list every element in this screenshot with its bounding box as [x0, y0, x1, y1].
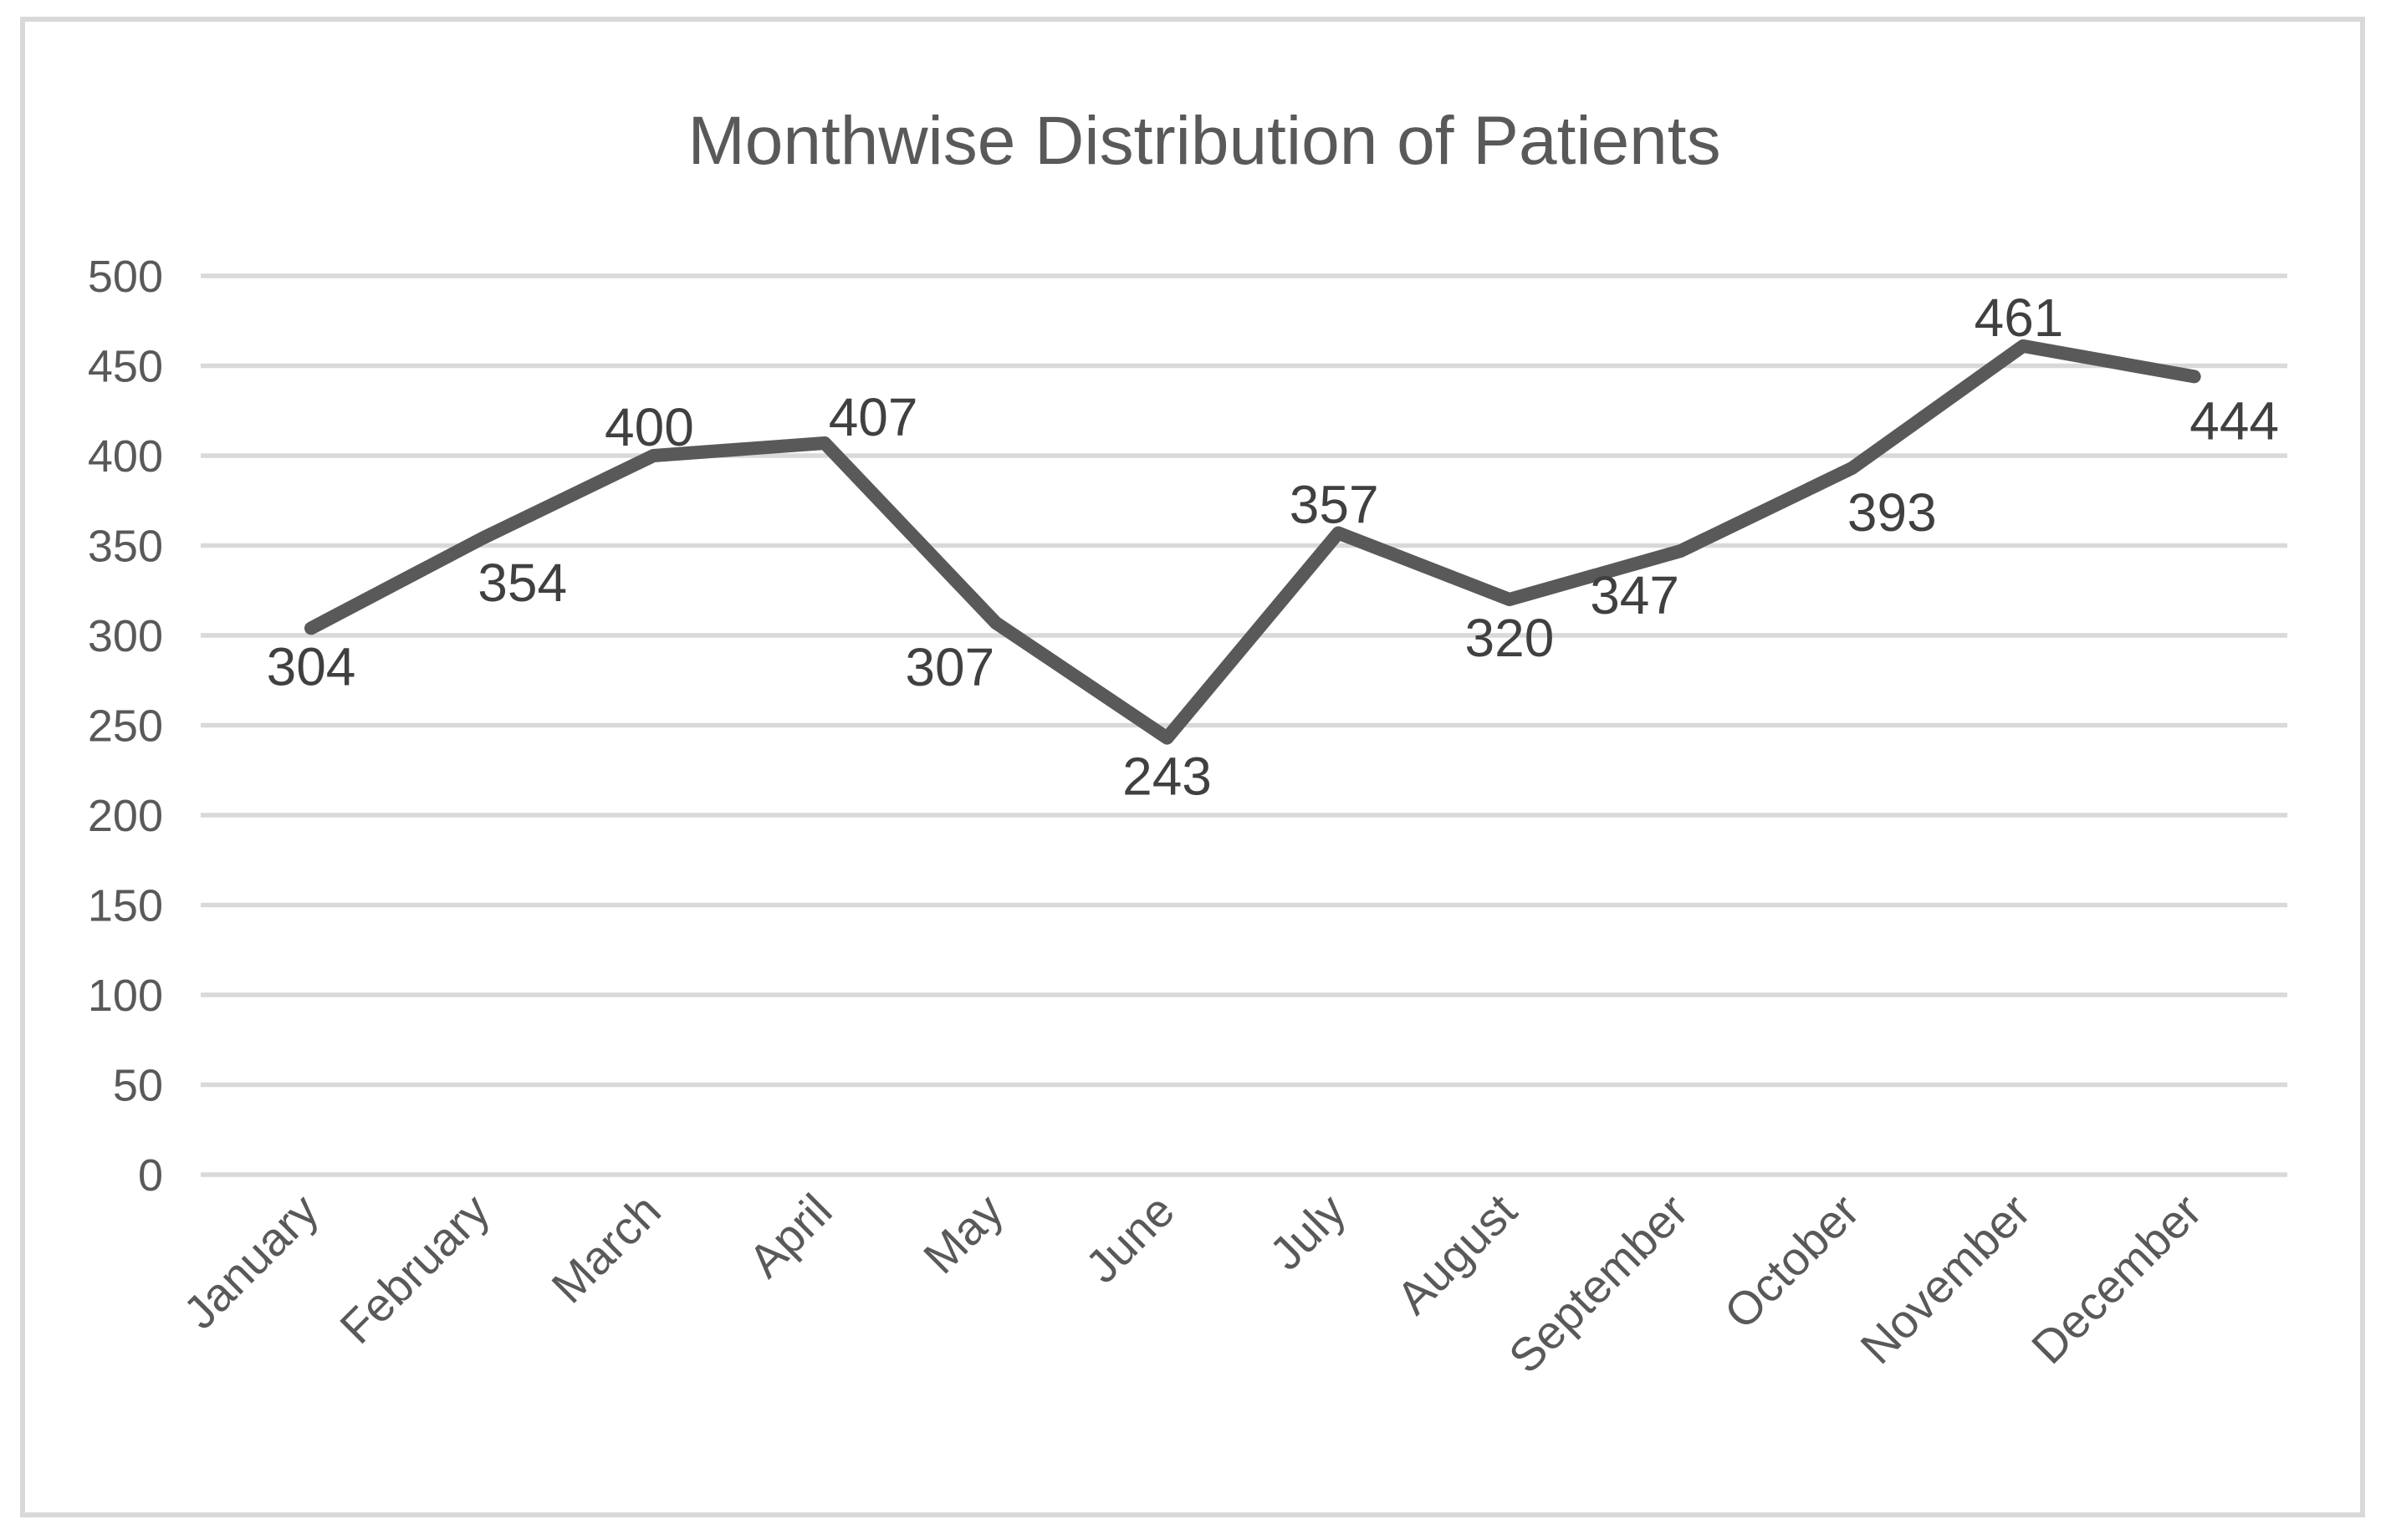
data-label: 304	[267, 636, 356, 696]
y-axis-tick-label: 150	[88, 881, 163, 931]
y-axis-tick-label: 450	[88, 342, 163, 392]
chart-frame-border	[20, 17, 2365, 1517]
x-axis-month-label: September	[1499, 1184, 1698, 1383]
y-axis-tick-label: 350	[88, 522, 163, 572]
x-axis-month-label: June	[1075, 1184, 1184, 1293]
x-axis-month-label: March	[541, 1184, 671, 1313]
data-label: 461	[1975, 288, 2064, 348]
data-label: 393	[1847, 482, 1937, 543]
series-line	[304, 339, 2201, 745]
x-axis-month-labels-group: January February March April May June July Augu…	[173, 1184, 2211, 1384]
y-axis-tick-label: 50	[113, 1061, 163, 1111]
y-axis-tick-label: 100	[88, 971, 163, 1021]
y-axis-tick-label: 200	[88, 791, 163, 841]
data-label: 354	[478, 553, 567, 613]
data-label: 347	[1590, 565, 1679, 625]
y-axis-tick-label: 500	[88, 252, 163, 302]
data-label: 357	[1290, 474, 1379, 534]
x-axis-month-label: January	[173, 1184, 328, 1339]
x-axis-month-label: August	[1387, 1184, 1527, 1324]
data-label: 444	[2189, 390, 2279, 451]
data-label: 320	[1465, 608, 1555, 668]
y-axis-tick-label: 0	[138, 1150, 163, 1201]
x-axis-month-label: November	[1850, 1184, 2040, 1374]
chart-title: Monthwise Distribution of Patients	[687, 103, 1720, 179]
x-axis-month-label: May	[913, 1184, 1013, 1283]
y-axis-tick-label: 250	[88, 701, 163, 752]
data-label: 407	[829, 387, 918, 447]
y-axis-tick-label: 400	[88, 431, 163, 482]
y-axis-tick-label: 300	[88, 611, 163, 661]
x-axis-month-label: December	[2021, 1184, 2211, 1374]
gridlines-group	[201, 273, 2287, 1177]
data-labels-group: 304 354 400 407 307 243 357 320 347 393 461 444	[267, 288, 2279, 807]
x-axis-month-label: April	[738, 1184, 842, 1288]
x-axis-month-label: July	[1259, 1184, 1356, 1280]
y-axis-tick-labels-group: 0 50 100 150 200 250 300 350 400 450 500	[88, 252, 163, 1201]
x-axis-month-label: February	[330, 1184, 499, 1354]
data-label: 400	[605, 397, 694, 457]
x-axis-month-label: October	[1714, 1184, 1868, 1339]
data-label: 243	[1122, 747, 1212, 807]
data-label: 307	[905, 637, 994, 697]
